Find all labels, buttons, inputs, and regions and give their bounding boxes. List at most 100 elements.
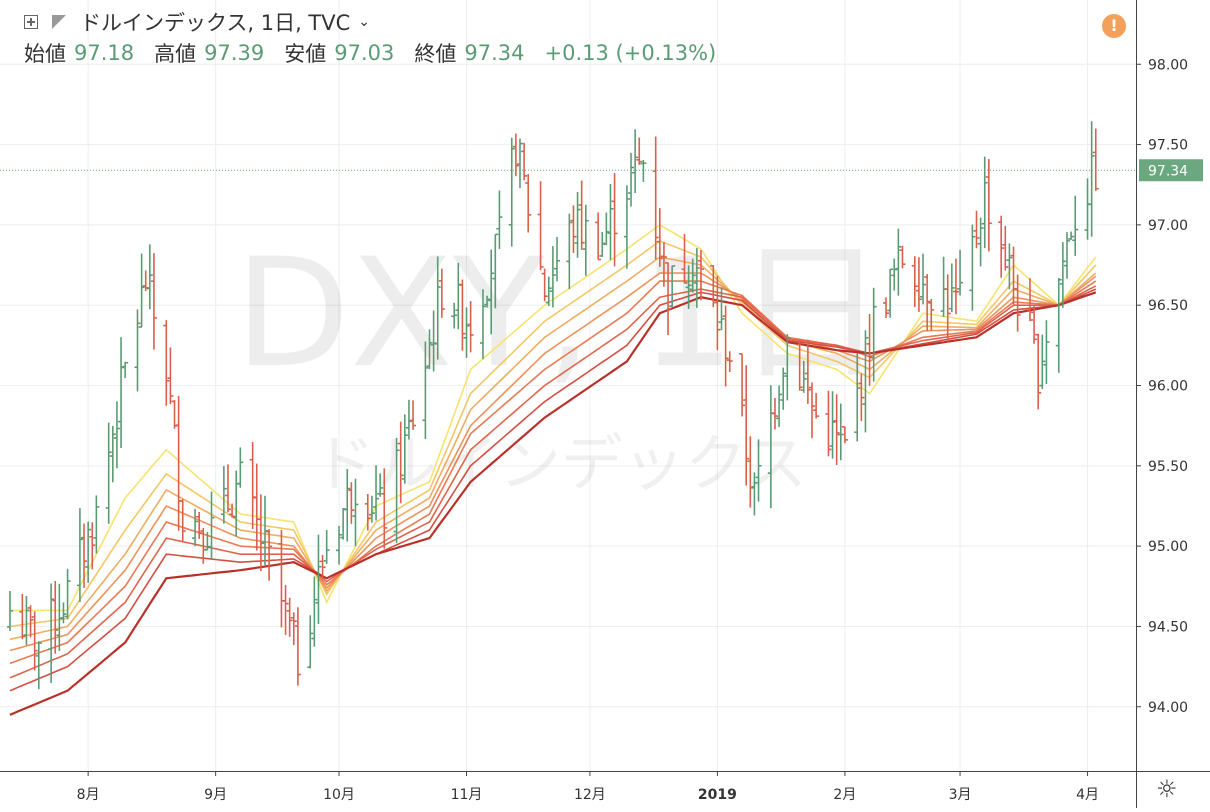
ohlc-bar[interactable] xyxy=(35,641,42,690)
ohlc-bar[interactable] xyxy=(689,258,696,293)
ohlc-bar[interactable] xyxy=(467,301,474,353)
ohlc-bar[interactable] xyxy=(1010,246,1017,305)
ohlc-bar[interactable] xyxy=(237,447,244,488)
symbol-title[interactable]: ドルインデックス, 1日, TVC xyxy=(80,11,351,35)
ohlc-bar[interactable] xyxy=(656,208,663,267)
ohlc-bar[interactable] xyxy=(825,390,832,457)
ohlc-bar[interactable] xyxy=(1043,320,1050,385)
ohlc-bar[interactable] xyxy=(537,181,544,271)
ohlc-bar[interactable] xyxy=(261,495,268,566)
ohlc-bar[interactable] xyxy=(113,401,120,469)
ohlc-bar[interactable] xyxy=(899,245,906,269)
ohlc-bar[interactable] xyxy=(665,262,672,336)
ohlc-bar[interactable] xyxy=(549,246,556,308)
ohlc-bar[interactable] xyxy=(611,173,618,267)
ohlc-bar[interactable] xyxy=(105,422,112,524)
ohlc-bar[interactable] xyxy=(681,234,688,284)
ohlc-bar[interactable] xyxy=(253,463,260,551)
ohlc-bar[interactable] xyxy=(628,152,635,207)
ohlc-bar[interactable] xyxy=(229,503,236,518)
ohlc-bar[interactable] xyxy=(311,576,318,647)
ohlc-bar[interactable] xyxy=(64,568,71,620)
ohlc-bar[interactable] xyxy=(998,215,1005,278)
ohlc-bar[interactable] xyxy=(693,248,700,308)
ohlc-bar[interactable] xyxy=(89,522,96,570)
ohlc-bar[interactable] xyxy=(508,137,515,247)
ohlc-bar[interactable] xyxy=(554,237,560,282)
ohlc-bar[interactable] xyxy=(973,210,980,249)
ohlc-bar[interactable] xyxy=(352,478,359,547)
ohlc-bar[interactable] xyxy=(743,365,750,486)
ohlc-bar[interactable] xyxy=(336,525,343,565)
ohlc-bar[interactable] xyxy=(952,258,959,315)
collapse-icon[interactable] xyxy=(24,15,38,29)
ohlc-bar[interactable] xyxy=(315,534,322,624)
ohlc-bar[interactable] xyxy=(196,511,203,539)
ohlc-bar[interactable] xyxy=(887,268,894,318)
ohlc-bar[interactable] xyxy=(1063,232,1070,279)
ohlc-bar[interactable] xyxy=(401,414,408,484)
ohlc-bar[interactable] xyxy=(636,137,643,165)
ohlc-bar[interactable] xyxy=(566,213,573,289)
ohlc-bar[interactable] xyxy=(93,495,100,554)
ohlc-bar[interactable] xyxy=(171,400,178,429)
ohlc-bar[interactable] xyxy=(977,217,984,267)
ohlc-bar[interactable] xyxy=(751,472,758,516)
ohlc-bar[interactable] xyxy=(294,607,301,686)
gear-icon[interactable]: ☼ xyxy=(1156,775,1178,803)
ohlc-bar[interactable] xyxy=(484,295,491,308)
ohlc-bar[interactable] xyxy=(1055,278,1062,373)
ohlc-bar[interactable] xyxy=(714,275,721,351)
ohlc-bar[interactable] xyxy=(60,602,67,624)
ohlc-bar[interactable] xyxy=(574,192,581,258)
ohlc-bar[interactable] xyxy=(1031,306,1038,344)
ohlc-bar[interactable] xyxy=(669,265,676,308)
ohlc-bar[interactable] xyxy=(23,595,30,646)
ohlc-bar[interactable] xyxy=(1002,225,1009,271)
ohlc-bar[interactable] xyxy=(118,337,125,449)
ohlc-bar[interactable] xyxy=(31,611,38,671)
ohlc-bar[interactable] xyxy=(833,394,840,465)
ohlc-bar[interactable] xyxy=(924,274,931,331)
ohlc-bar[interactable] xyxy=(920,253,927,305)
ohlc-bar[interactable] xyxy=(122,361,129,379)
ohlc-bar[interactable] xyxy=(286,597,293,637)
ohlc-bar[interactable] xyxy=(459,279,466,351)
warning-icon[interactable]: ! xyxy=(1102,14,1126,38)
ohlc-bar[interactable] xyxy=(829,391,836,459)
ohlc-bar[interactable] xyxy=(109,425,116,483)
ohlc-bar[interactable] xyxy=(915,257,922,312)
ohlc-bar[interactable] xyxy=(813,393,820,419)
ohlc-bar[interactable] xyxy=(582,204,589,276)
ohlc-bar[interactable] xyxy=(488,249,495,335)
ohlc-bar[interactable] xyxy=(623,185,630,269)
ohlc-bar[interactable] xyxy=(1068,231,1075,240)
ohlc-bar[interactable] xyxy=(266,529,273,581)
ohlc-bar[interactable] xyxy=(599,232,606,257)
ohlc-bar[interactable] xyxy=(985,159,992,252)
ohlc-bar[interactable] xyxy=(578,180,585,250)
ohlc-bar[interactable] xyxy=(784,334,791,401)
ohlc-bar[interactable] xyxy=(192,508,199,547)
ohlc-bar[interactable] xyxy=(479,289,486,360)
ohlc-bar[interactable] xyxy=(163,320,170,406)
ohlc-bar[interactable] xyxy=(438,268,445,318)
ohlc-bar[interactable] xyxy=(1072,195,1079,256)
ohlc-bar[interactable] xyxy=(405,399,412,440)
ohlc-bar[interactable] xyxy=(220,466,227,524)
ohlc-bar[interactable] xyxy=(776,385,783,427)
ohlc-bar[interactable] xyxy=(85,521,92,583)
ohlc-bar[interactable] xyxy=(1014,274,1021,332)
ohlc-bar[interactable] xyxy=(780,367,787,410)
ohlc-bar[interactable] xyxy=(722,305,729,387)
ohlc-bar[interactable] xyxy=(981,156,988,249)
flag-icon[interactable] xyxy=(52,15,66,29)
ohlc-bar[interactable] xyxy=(377,473,384,497)
ohlc-bar[interactable] xyxy=(739,353,746,417)
ohlc-bar[interactable] xyxy=(796,339,803,391)
ohlc-bar[interactable] xyxy=(307,615,314,669)
ohlc-bar[interactable] xyxy=(146,244,153,310)
ohlc-bar[interactable] xyxy=(808,382,815,439)
ohlc-bar[interactable] xyxy=(603,212,610,246)
